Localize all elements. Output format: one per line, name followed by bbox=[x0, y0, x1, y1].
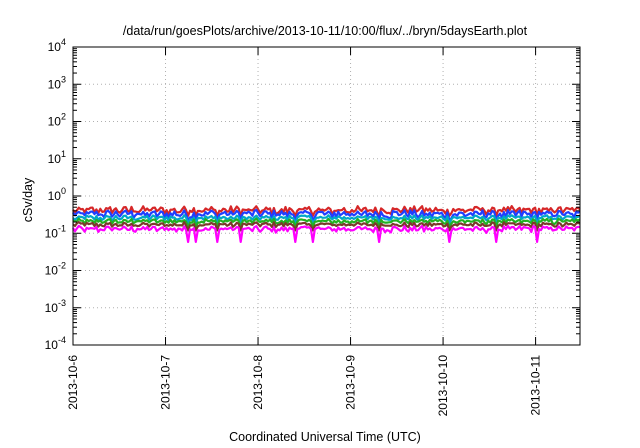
series-line-6 bbox=[72, 224, 581, 243]
y-tick-base: 10 bbox=[48, 152, 62, 166]
y-tick-exponent: -1 bbox=[58, 223, 66, 233]
x-tick-label: 2013-10-7 bbox=[159, 355, 173, 410]
y-tick-label: 103 bbox=[48, 74, 66, 91]
series-line-5 bbox=[72, 221, 581, 232]
y-tick-exponent: 4 bbox=[61, 37, 66, 47]
y-tick-label: 10-3 bbox=[45, 298, 66, 315]
y-tick-base: 10 bbox=[45, 338, 59, 352]
y-tick-label: 104 bbox=[48, 37, 66, 54]
grid bbox=[73, 47, 580, 345]
y-tick-base: 10 bbox=[45, 301, 59, 315]
y-tick-label: 10-2 bbox=[45, 261, 66, 278]
y-tick-base: 10 bbox=[48, 40, 62, 54]
y-tick-exponent: 1 bbox=[61, 149, 66, 159]
y-tick-base: 10 bbox=[48, 189, 62, 203]
y-axis-label: cSv/day bbox=[21, 177, 35, 222]
y-tick-base: 10 bbox=[48, 77, 62, 91]
y-tick-label: 102 bbox=[48, 112, 66, 129]
y-tick-base: 10 bbox=[45, 264, 59, 278]
x-tick-label: 2013-10-11 bbox=[529, 355, 543, 416]
y-tick-base: 10 bbox=[48, 115, 62, 129]
y-tick-exponent: -4 bbox=[58, 335, 66, 345]
y-tick-exponent: 0 bbox=[61, 186, 66, 196]
y-tick-exponent: 2 bbox=[61, 112, 66, 122]
x-tick-label: 2013-10-8 bbox=[251, 355, 265, 410]
y-tick-exponent: -3 bbox=[58, 298, 66, 308]
y-tick-exponent: 3 bbox=[61, 74, 66, 84]
x-tick-label: 2013-10-9 bbox=[344, 355, 358, 410]
series-layer bbox=[72, 205, 581, 243]
x-axis: 2013-10-6 2013-10-7 2013-10-8 2013-10-9 2013… bbox=[66, 47, 543, 416]
y-tick-label: 100 bbox=[48, 186, 66, 203]
x-tick-label: 2013-10-6 bbox=[66, 355, 80, 410]
x-tick-label: 2013-10-10 bbox=[436, 355, 450, 417]
y-tick-base: 10 bbox=[45, 226, 59, 240]
y-tick-label: 101 bbox=[48, 149, 66, 166]
y-tick-exponent: -2 bbox=[58, 261, 66, 271]
x-axis-label: Coordinated Universal Time (UTC) bbox=[229, 430, 421, 444]
y-tick-label: 10-1 bbox=[45, 223, 66, 240]
chart-title: /data/run/goesPlots/archive/2013-10-11/1… bbox=[123, 24, 528, 38]
y-tick-label: 10-4 bbox=[45, 335, 66, 352]
